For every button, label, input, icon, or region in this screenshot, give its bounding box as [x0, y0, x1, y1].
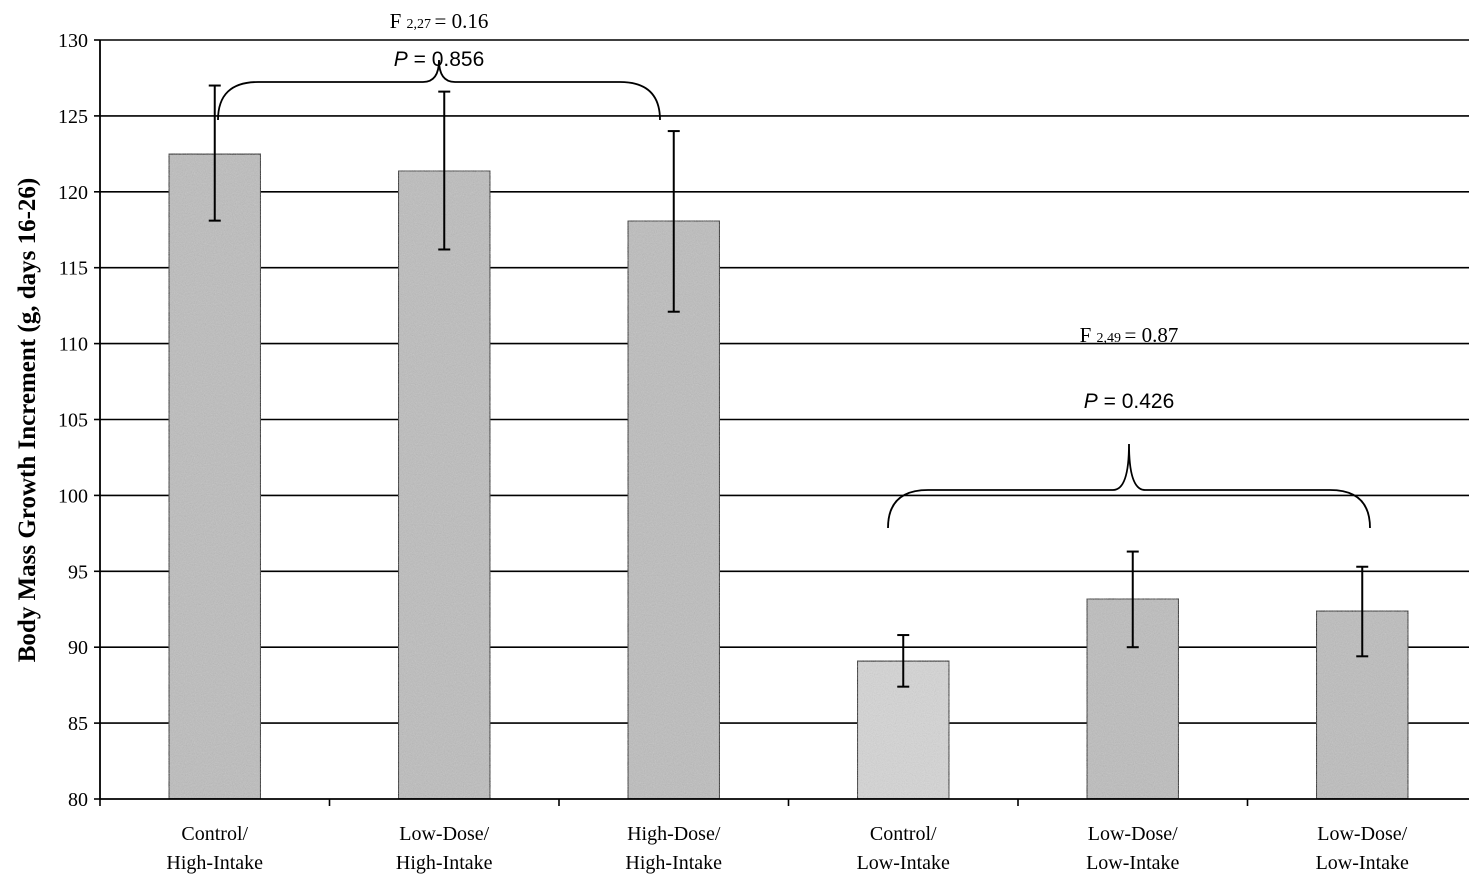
bars — [167, 153, 1410, 800]
y-tick-label: 110 — [59, 334, 88, 356]
y-tick-label: 85 — [68, 713, 88, 735]
x-tick-label: High-Intake — [166, 852, 263, 874]
f-statistic-label: F 2,27 = 0.16 — [390, 9, 489, 33]
p-value-label: P = 0.856 — [394, 48, 485, 71]
x-tick-label: High-Intake — [625, 852, 722, 874]
y-tick-label: 100 — [58, 485, 88, 507]
comparison-bracket — [887, 443, 1371, 529]
y-tick-label: 90 — [68, 637, 88, 659]
comparison-bracket — [217, 59, 661, 121]
x-tick-label: Low-Intake — [857, 852, 950, 874]
y-tick-label: 95 — [68, 561, 88, 583]
bar — [167, 153, 262, 800]
gridlines — [100, 39, 1469, 724]
p-value-label: P = 0.426 — [1084, 390, 1175, 413]
f-statistic-label: F 2,49 = 0.87 — [1080, 323, 1179, 347]
y-tick-label: 125 — [58, 106, 88, 128]
axes: 80 85 90 95 100 105 110 115 120 125 130 Control/Hig… — [58, 30, 1469, 874]
x-tick-label: Control/ — [870, 823, 937, 845]
y-tick-label: 130 — [58, 30, 88, 52]
x-tick-label: Low-Dose/ — [399, 823, 489, 845]
x-tick-label: Low-Intake — [1316, 852, 1409, 874]
y-axis-label: Body Mass Growth Increment (g, days 16-2… — [14, 178, 41, 663]
x-tick-label: Control/ — [181, 823, 248, 845]
x-tick-label: High-Dose/ — [627, 823, 721, 845]
y-tick-label: 120 — [58, 182, 88, 204]
x-tick-label: Low-Dose/ — [1088, 823, 1178, 845]
error-bars — [208, 84, 1369, 688]
bar — [397, 169, 492, 800]
x-tick-label: Low-Intake — [1086, 852, 1179, 874]
y-tick-label: 115 — [59, 258, 88, 280]
x-tick-label: Low-Dose/ — [1317, 823, 1407, 845]
x-tick-label: High-Intake — [396, 852, 493, 874]
y-tick-label: 80 — [68, 789, 88, 811]
y-tick-label: 105 — [58, 410, 88, 432]
annotations: F 2,27 = 0.16 P = 0.856 F 2,49 = 0.87 P = 0… — [217, 9, 1371, 529]
